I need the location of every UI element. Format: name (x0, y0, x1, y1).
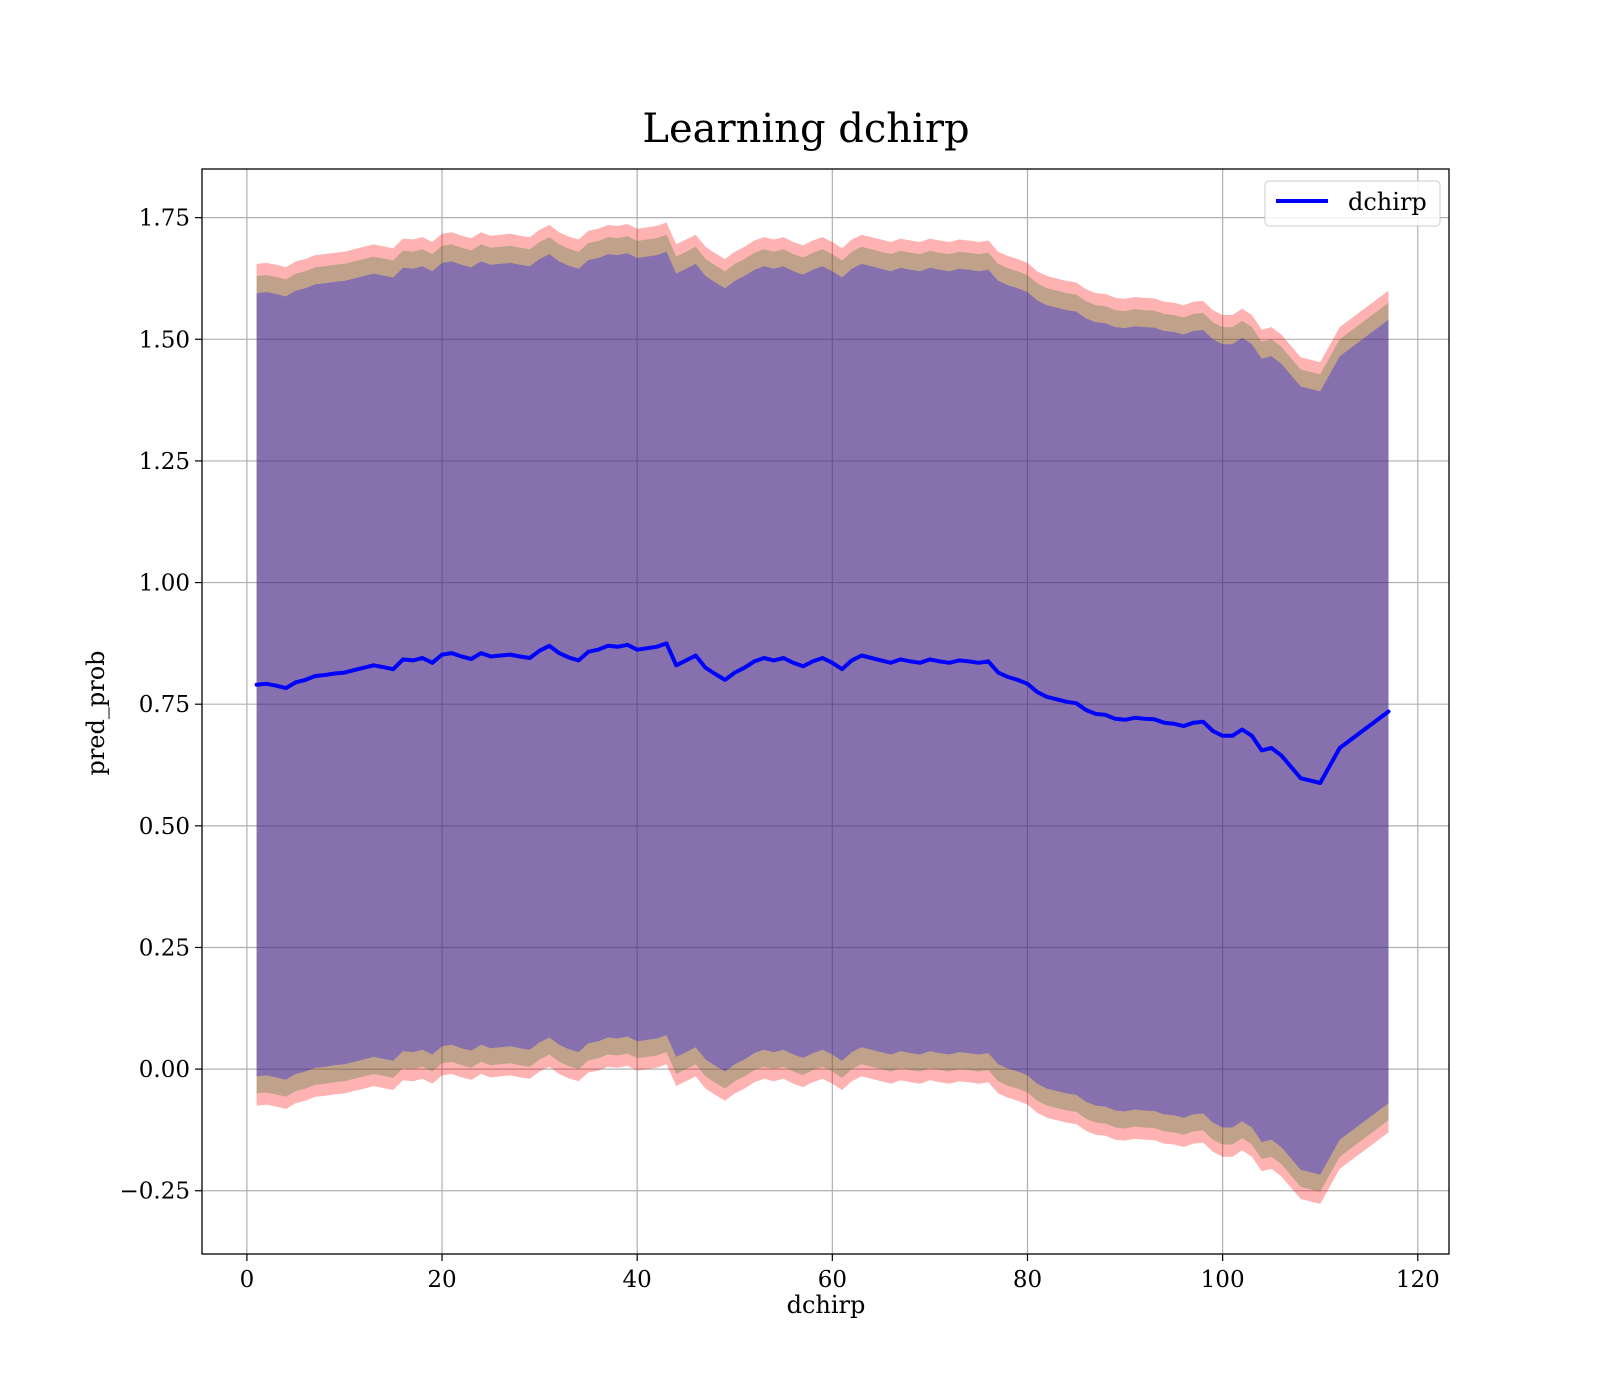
y-tick-label: 1.25 (139, 449, 190, 475)
legend-label: dchirp (1348, 188, 1427, 216)
chart-title: Learning dchirp (642, 106, 969, 152)
axis-ticks: 0 20 40 60 80 100 120 −0.25 0.00 0.25 0.50 0.75 1.00… (120, 206, 1440, 1293)
confidence-bands (256, 222, 1389, 1204)
y-axis-label: pred_prob (82, 650, 110, 775)
confidence-band (256, 222, 1389, 1204)
y-tick-label: 0.00 (139, 1057, 190, 1083)
x-tick-label: 100 (1201, 1267, 1245, 1293)
y-tick-label: 0.50 (139, 814, 190, 840)
y-tick-label: 1.50 (139, 327, 190, 353)
y-tick-label: 1.75 (139, 206, 190, 232)
series-line-dchirp (254, 641, 1391, 785)
x-tick-label: 0 (240, 1267, 255, 1293)
series-lines (254, 641, 1391, 785)
x-tick-label: 20 (427, 1267, 456, 1293)
legend-box (1264, 180, 1441, 227)
y-tick-label: 0.25 (139, 935, 190, 961)
x-tick-label: 80 (1013, 1267, 1042, 1293)
y-tick-label: −0.25 (120, 1179, 190, 1205)
plot-frame (201, 168, 1450, 1255)
x-tick-label: 40 (623, 1267, 652, 1293)
x-axis-label: dchirp (787, 1291, 866, 1319)
grid (202, 169, 1449, 1254)
x-tick-label: 120 (1396, 1267, 1440, 1293)
x-tick-label: 60 (818, 1267, 847, 1293)
confidence-band (256, 251, 1389, 1175)
y-tick-label: 1.00 (139, 571, 190, 597)
y-tick-label: 0.75 (139, 692, 190, 718)
legend[interactable]: dchirp (1264, 180, 1441, 227)
confidence-band (256, 234, 1389, 1192)
